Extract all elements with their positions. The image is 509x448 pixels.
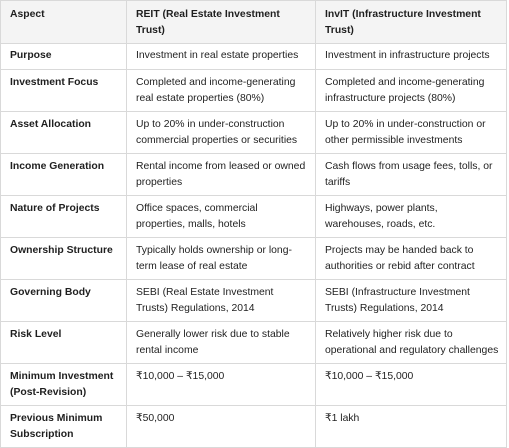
header-aspect: Aspect	[0, 0, 127, 44]
table-row: Purpose Investment in real estate proper…	[0, 43, 507, 70]
header-reit: REIT (Real Estate Investment Trust)	[126, 0, 316, 44]
invit-cell: Investment in infrastructure projects	[315, 43, 507, 70]
reit-cell: Up to 20% in under-construction commerci…	[126, 111, 316, 154]
table-row: Asset Allocation Up to 20% in under-cons…	[0, 111, 507, 154]
table-header-row: Aspect REIT (Real Estate Investment Trus…	[0, 0, 507, 44]
table-row: Previous Minimum Subscription ₹50,000 ₹1…	[0, 405, 507, 448]
invit-cell: ₹1 lakh	[315, 405, 507, 448]
aspect-cell: Previous Minimum Subscription	[0, 405, 127, 448]
aspect-cell: Investment Focus	[0, 69, 127, 112]
invit-cell: Up to 20% in under-construction or other…	[315, 111, 507, 154]
table-row: Ownership Structure Typically holds owne…	[0, 237, 507, 280]
invit-cell: Projects may be handed back to authoriti…	[315, 237, 507, 280]
invit-cell: ₹10,000 – ₹15,000	[315, 363, 507, 406]
reit-cell: ₹10,000 – ₹15,000	[126, 363, 316, 406]
invit-cell: SEBI (Infrastructure Investment Trusts) …	[315, 279, 507, 322]
aspect-cell: Risk Level	[0, 321, 127, 364]
reit-cell: Completed and income-generating real est…	[126, 69, 316, 112]
aspect-cell: Purpose	[0, 43, 127, 70]
reit-cell: Typically holds ownership or long-term l…	[126, 237, 316, 280]
aspect-cell: Governing Body	[0, 279, 127, 322]
table-row: Governing Body SEBI (Real Estate Investm…	[0, 279, 507, 322]
table-row: Nature of Projects Office spaces, commer…	[0, 195, 507, 238]
invit-cell: Relatively higher risk due to operationa…	[315, 321, 507, 364]
table-row: Investment Focus Completed and income-ge…	[0, 69, 507, 112]
invit-cell: Completed and income-generating infrastr…	[315, 69, 507, 112]
header-invit: InvIT (Infrastructure Investment Trust)	[315, 0, 507, 44]
table-row: Risk Level Generally lower risk due to s…	[0, 321, 507, 364]
reit-cell: ₹50,000	[126, 405, 316, 448]
aspect-cell: Income Generation	[0, 153, 127, 196]
reit-cell: Investment in real estate properties	[126, 43, 316, 70]
table-row: Income Generation Rental income from lea…	[0, 153, 507, 196]
reit-cell: SEBI (Real Estate Investment Trusts) Reg…	[126, 279, 316, 322]
reit-cell: Rental income from leased or owned prope…	[126, 153, 316, 196]
table-row: Minimum Investment (Post-Revision) ₹10,0…	[0, 363, 507, 406]
aspect-cell: Minimum Investment (Post-Revision)	[0, 363, 127, 406]
reit-cell: Generally lower risk due to stable renta…	[126, 321, 316, 364]
aspect-cell: Ownership Structure	[0, 237, 127, 280]
reit-cell: Office spaces, commercial properties, ma…	[126, 195, 316, 238]
aspect-cell: Asset Allocation	[0, 111, 127, 154]
invit-cell: Highways, power plants, warehouses, road…	[315, 195, 507, 238]
aspect-cell: Nature of Projects	[0, 195, 127, 238]
invit-cell: Cash flows from usage fees, tolls, or ta…	[315, 153, 507, 196]
